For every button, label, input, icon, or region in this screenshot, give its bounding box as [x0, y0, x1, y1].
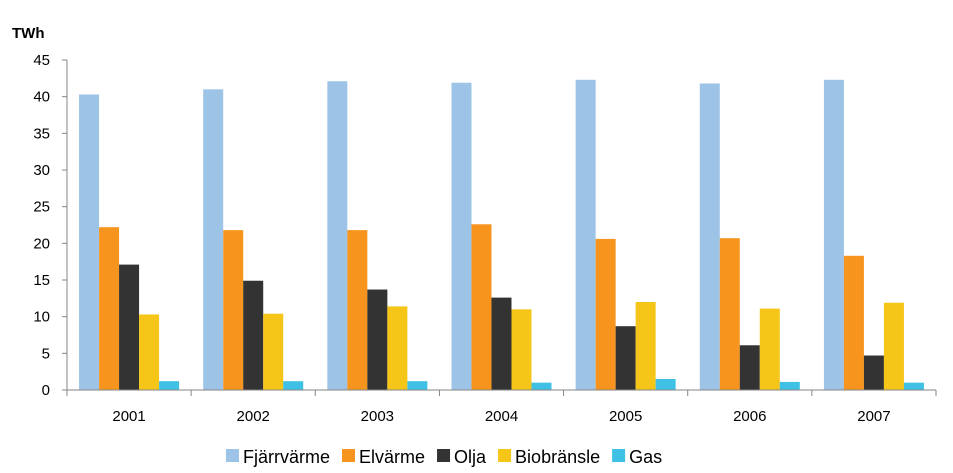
legend-label: Biobränsle — [515, 447, 600, 467]
y-tick-label: 15 — [33, 272, 50, 289]
y-tick-label: 45 — [33, 52, 50, 69]
x-tick-label: 2004 — [485, 408, 518, 425]
bar-gas-2006 — [779, 381, 800, 390]
legend-swatch — [612, 449, 626, 462]
bar-elv-rme-2001 — [99, 227, 120, 390]
x-tick-label: 2005 — [609, 408, 642, 425]
y-tick-label: 25 — [33, 199, 50, 216]
bar-elv-rme-2005 — [595, 238, 616, 390]
bar-gas-2007 — [903, 382, 924, 390]
bar-olja-2004 — [491, 297, 512, 390]
bar-gas-2002 — [283, 381, 304, 390]
legend-label: Elvärme — [359, 447, 425, 467]
y-tick-label: 30 — [33, 162, 50, 179]
bar-biobr-nsle-2002 — [263, 313, 284, 390]
bar-elv-rme-2002 — [223, 230, 244, 390]
bar-elv-rme-2007 — [843, 255, 864, 390]
legend-swatch — [437, 449, 451, 462]
y-axis-label: TWh — [12, 25, 44, 42]
bar-elv-rme-2004 — [471, 224, 492, 390]
bar-biobr-nsle-2007 — [883, 302, 904, 390]
y-tick-label: 0 — [42, 382, 50, 399]
bar-fj-rrv-rme-2002 — [203, 89, 224, 390]
bar-elv-rme-2006 — [719, 238, 740, 390]
x-tick-label: 2007 — [857, 408, 890, 425]
legend-swatch — [498, 449, 512, 462]
y-tick-label: 20 — [33, 235, 50, 252]
bar-fj-rrv-rme-2006 — [699, 83, 720, 390]
legend-label: Fjärrvärme — [243, 447, 330, 467]
bar-biobr-nsle-2006 — [759, 308, 780, 390]
bar-olja-2003 — [367, 289, 388, 390]
bar-gas-2004 — [531, 382, 552, 390]
bar-biobr-nsle-2001 — [139, 314, 160, 390]
bar-fj-rrv-rme-2007 — [823, 79, 844, 391]
bar-biobr-nsle-2005 — [635, 302, 656, 390]
bar-olja-2001 — [119, 264, 140, 390]
x-tick-label: 2006 — [733, 408, 766, 425]
y-tick-labels: 0 5 10 15 20 25 30 35 40 45 — [33, 52, 50, 399]
bar-gas-2005 — [655, 379, 676, 390]
bar-biobr-nsle-2003 — [387, 306, 408, 390]
bar-series — [79, 79, 924, 391]
legend-swatch — [342, 449, 356, 462]
bar-fj-rrv-rme-2003 — [327, 81, 348, 391]
x-tick-label: 2002 — [237, 408, 270, 425]
bar-fj-rrv-rme-2001 — [79, 94, 100, 390]
legend-swatch — [226, 449, 239, 462]
x-tick-label: 2003 — [361, 408, 394, 425]
bar-biobr-nsle-2004 — [511, 309, 532, 390]
bar-gas-2001 — [159, 381, 180, 390]
bar-olja-2002 — [243, 280, 264, 390]
legend-label: Olja — [454, 447, 487, 467]
axes — [62, 59, 937, 396]
bar-gas-2003 — [407, 381, 428, 390]
y-tick-label: 40 — [33, 89, 50, 106]
y-tick-label: 35 — [33, 125, 50, 142]
y-tick-label: 10 — [33, 309, 50, 326]
y-tick-label: 5 — [42, 345, 50, 362]
bar-olja-2007 — [863, 355, 884, 390]
legend: Fjärrvärme Elvärme Olja Biobränsle Gas — [226, 447, 662, 467]
bar-fj-rrv-rme-2005 — [575, 79, 596, 391]
bar-elv-rme-2003 — [347, 230, 368, 390]
bar-olja-2006 — [739, 345, 760, 390]
x-tick-label: 2001 — [112, 408, 145, 425]
bar-olja-2005 — [615, 326, 636, 390]
x-tick-labels: 2001 2002 2003 2004 2005 2006 2007 — [112, 408, 890, 425]
bar-fj-rrv-rme-2004 — [451, 82, 472, 390]
legend-label: Gas — [629, 447, 662, 467]
